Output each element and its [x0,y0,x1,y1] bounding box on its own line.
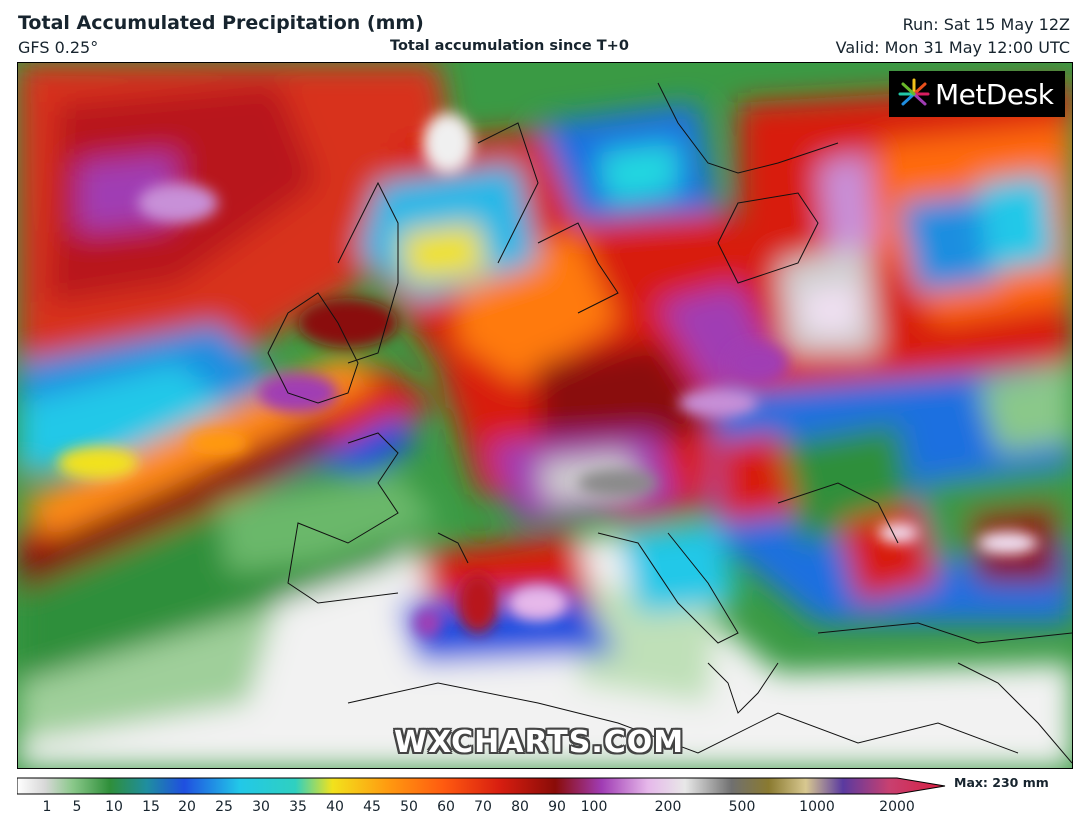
legend-tick: 15 [142,799,160,815]
legend-tick: 2000 [879,799,915,815]
legend-colorbar [17,777,946,795]
legend-tick: 35 [289,799,307,815]
legend-tick: 100 [580,799,608,815]
legend-tick: 45 [363,799,381,815]
legend-tick: 50 [400,799,418,815]
map-title: Total Accumulated Precipitation (mm) [18,12,424,34]
model-label: GFS 0.25° [18,38,99,57]
precipitation-map[interactable]: MetDesk WXCHARTS.COM [17,62,1073,769]
legend-tick: 90 [548,799,566,815]
max-label: Max: 230 mm [954,775,1049,790]
legend-tick: 5 [72,799,82,815]
legend-tick: 200 [654,799,682,815]
legend-tick: 40 [326,799,344,815]
legend-tick: 1000 [799,799,835,815]
metdesk-logo: MetDesk [889,71,1065,117]
legend-ticks: 1 5 10 15 20 25 30 35 40 45 50 60 70 80 … [0,799,1088,819]
run-label: Run: Sat 15 May 12Z [902,15,1070,34]
legend-tick: 10 [105,799,123,815]
legend-tick: 30 [252,799,270,815]
precipitation-field [18,63,1072,768]
legend-tick: 80 [511,799,529,815]
metdesk-logo-text: MetDesk [935,77,1054,111]
legend-tick: 500 [728,799,756,815]
legend-tick: 25 [215,799,233,815]
legend-tick: 20 [178,799,196,815]
wxcharts-watermark: WXCHARTS.COM [394,725,685,760]
map-subtitle: Total accumulation since T+0 [390,38,629,54]
legend-tick: 70 [474,799,492,815]
metdesk-mark-icon [898,78,930,106]
legend-tick: 60 [437,799,455,815]
legend-tick: 1 [42,799,52,815]
valid-label: Valid: Mon 31 May 12:00 UTC [835,38,1070,57]
